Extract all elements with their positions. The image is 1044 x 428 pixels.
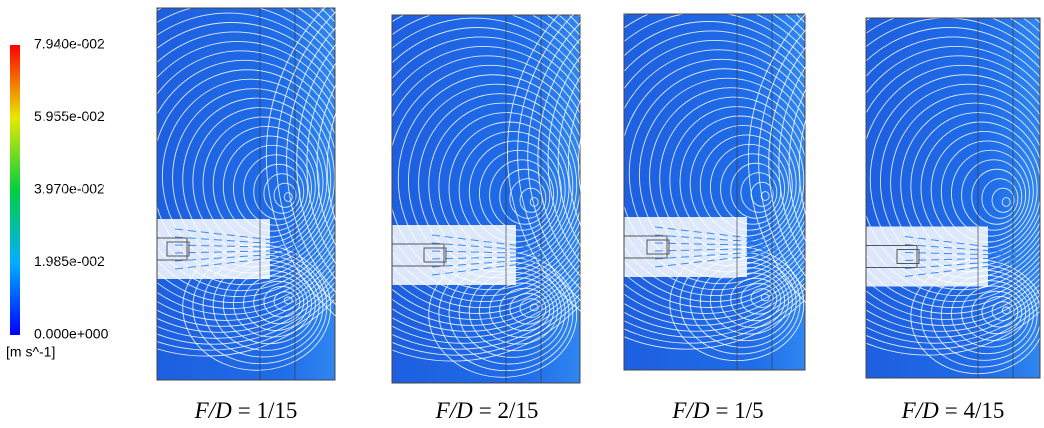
- jet-region: [157, 219, 270, 279]
- caption-symbol: F/D: [435, 398, 473, 423]
- panel-caption: F/D= 1/5: [671, 398, 763, 423]
- figure: 7.940e-0025.955e-0023.970e-0021.985e-002…: [0, 0, 1044, 428]
- colorbar-unit: [m s^-1]: [6, 344, 55, 360]
- caption-symbol: F/D: [194, 398, 232, 423]
- colorbar-tick-label: 0.000e+000: [34, 326, 109, 342]
- jet-region: [392, 225, 516, 285]
- caption-symbol: F/D: [671, 398, 709, 423]
- caption-value: = 1/5: [715, 398, 763, 423]
- panel-caption: F/D= 2/15: [435, 398, 539, 423]
- streamline-panel: F/D= 1/15: [20, 0, 392, 423]
- jet-region: [624, 217, 747, 277]
- colorbar-tick-label: 1.985e-002: [34, 253, 105, 269]
- panels: F/D= 1/15F/D= 2/15F/D= 1/5F/D= 4/15: [20, 0, 1044, 423]
- panel-caption: F/D= 4/15: [901, 398, 1005, 423]
- panel-caption: F/D= 1/15: [194, 398, 298, 423]
- jet-region: [866, 227, 988, 287]
- caption-value: = 2/15: [479, 398, 539, 423]
- caption-value: = 1/15: [238, 398, 298, 423]
- colorbar: [10, 45, 20, 335]
- caption-symbol: F/D: [901, 398, 939, 423]
- caption-value: = 4/15: [945, 398, 1005, 423]
